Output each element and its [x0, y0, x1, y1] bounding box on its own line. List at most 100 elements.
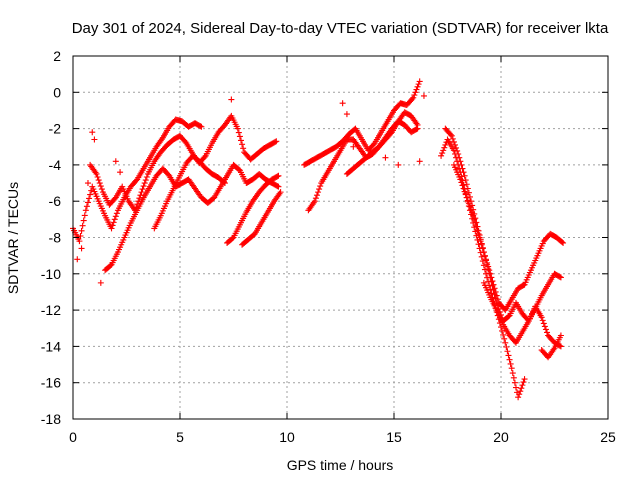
- data-point-satellite-track-11: [454, 147, 461, 154]
- data-point-satellite-track-12: [460, 185, 467, 192]
- data-point-satellite-track-2: [237, 137, 244, 144]
- data-point-satellite-track-1: [82, 207, 89, 214]
- data-point-satellite-track-1: [77, 232, 84, 239]
- y-tick-label: -4: [49, 157, 62, 173]
- data-point-satellite-track-2: [111, 195, 118, 202]
- data-point-satellite-track-1: [81, 212, 88, 219]
- data-point-satellite-track-8: [312, 195, 319, 202]
- data-point-satellite-track-1: [113, 210, 120, 217]
- data-point-satellite-track-7: [410, 94, 417, 101]
- data-point-satellite-track-1: [78, 227, 85, 234]
- data-point-satellite-track-10: [477, 249, 484, 256]
- data-point-outlier: [117, 169, 124, 176]
- data-point-satellite-track-11: [463, 181, 470, 188]
- data-point-satellite-track-12: [480, 249, 487, 256]
- chart-title: Day 301 of 2024, Sidereal Day-to-day VTE…: [72, 20, 609, 37]
- data-point-outlier: [78, 245, 85, 252]
- data-point-satellite-track-2: [140, 183, 147, 190]
- data-point-satellite-track-8: [311, 198, 318, 205]
- data-point-satellite-track-10: [478, 253, 485, 260]
- y-axis-label: SDTVAR / TECUs: [5, 182, 21, 294]
- data-point-satellite-track-11: [460, 169, 467, 176]
- data-point-satellite-track-12: [560, 239, 567, 246]
- data-point-outlier: [343, 111, 350, 118]
- data-point-satellite-track-11: [462, 177, 469, 184]
- data-point-satellite-track-7: [416, 78, 423, 85]
- data-point-outlier: [382, 154, 389, 161]
- data-point-satellite-track-12: [461, 188, 468, 195]
- y-tick-label: -8: [49, 230, 62, 246]
- data-point-satellite-track-2: [98, 186, 105, 193]
- data-point-satellite-track-11: [505, 313, 512, 320]
- data-point-satellite-track-11: [538, 314, 545, 321]
- data-point-satellite-track-11: [448, 132, 455, 139]
- data-point-satellite-track-10: [475, 241, 482, 248]
- data-point-satellite-track-12: [457, 176, 464, 183]
- data-point-satellite-track-12: [487, 270, 494, 277]
- data-point-satellite-track-11: [449, 135, 456, 142]
- data-point-satellite-track-10: [511, 379, 518, 386]
- data-point-satellite-track-11: [456, 154, 463, 161]
- data-point-satellite-track-11: [447, 131, 454, 138]
- data-point-satellite-track-10: [518, 385, 525, 392]
- data-point-satellite-track-7: [370, 141, 377, 148]
- data-point-satellite-track-10: [504, 348, 511, 355]
- data-point-satellite-track-2: [182, 138, 189, 145]
- data-point-satellite-track-11: [466, 193, 473, 200]
- data-point-satellite-track-10: [506, 356, 513, 363]
- data-point-satellite-track-4: [220, 179, 227, 186]
- data-point-satellite-track-11: [539, 317, 546, 324]
- data-point-satellite-track-10: [501, 335, 508, 342]
- data-point-satellite-track-2: [96, 180, 103, 187]
- data-point-satellite-track-1: [112, 213, 119, 220]
- data-point-satellite-track-12: [483, 256, 490, 263]
- data-point-satellite-track-10: [487, 286, 494, 293]
- data-point-satellite-track-7: [411, 92, 418, 99]
- data-point-satellite-track-10: [521, 376, 528, 383]
- data-point-satellite-track-12: [494, 296, 501, 303]
- data-point-satellite-track-12: [465, 200, 472, 207]
- data-point-satellite-track-12: [491, 285, 498, 292]
- data-point-satellite-track-12: [475, 230, 482, 237]
- data-point-satellite-track-12: [478, 241, 485, 248]
- data-point-satellite-track-10: [499, 327, 506, 334]
- data-point-satellite-track-1: [108, 225, 115, 232]
- data-point-satellite-track-2: [236, 133, 243, 140]
- data-point-satellite-track-11: [541, 323, 548, 330]
- data-point-satellite-track-2: [143, 174, 150, 180]
- data-point-satellite-track-1: [198, 123, 205, 130]
- data-point-satellite-track-2: [201, 154, 208, 161]
- data-point-satellite-track-12: [458, 179, 465, 186]
- data-point-satellite-track-2: [141, 180, 148, 187]
- x-tick-label: 15: [386, 429, 402, 445]
- data-point-satellite-track-1: [197, 123, 204, 130]
- data-point-satellite-track-10: [438, 152, 445, 159]
- data-point-satellite-track-7: [414, 83, 421, 90]
- data-point-satellite-track-2: [272, 138, 279, 145]
- data-point-satellite-track-10: [481, 266, 488, 273]
- data-point-satellite-track-2: [94, 174, 101, 180]
- data-point-satellite-track-1: [133, 177, 140, 184]
- data-point-satellite-track-12: [473, 223, 480, 230]
- data-point-satellite-track-11: [542, 326, 549, 333]
- data-point-satellite-track-11: [557, 343, 564, 350]
- data-point-satellite-track-12: [464, 197, 471, 204]
- data-point-satellite-track-11: [450, 138, 457, 145]
- data-point-satellite-track-2: [142, 177, 149, 184]
- data-point-satellite-track-12: [493, 292, 500, 299]
- data-point-outlier: [91, 136, 98, 143]
- data-point-satellite-track-10: [479, 258, 486, 265]
- data-point-satellite-track-10: [441, 144, 448, 151]
- data-point-satellite-track-2: [136, 195, 143, 202]
- data-point-satellite-track-4: [221, 180, 228, 187]
- data-point-satellite-track-6: [277, 189, 284, 196]
- data-point-satellite-track-12: [476, 234, 483, 241]
- data-point-outlier: [74, 256, 81, 263]
- data-point-satellite-track-7: [412, 89, 419, 96]
- x-tick-label: 10: [279, 429, 295, 445]
- data-point-outlier: [97, 279, 104, 286]
- data-point-outlier: [395, 161, 402, 168]
- data-point-satellite-track-9: [413, 126, 420, 133]
- data-point-satellite-track-2: [93, 170, 100, 177]
- y-tick-label: -12: [41, 302, 61, 318]
